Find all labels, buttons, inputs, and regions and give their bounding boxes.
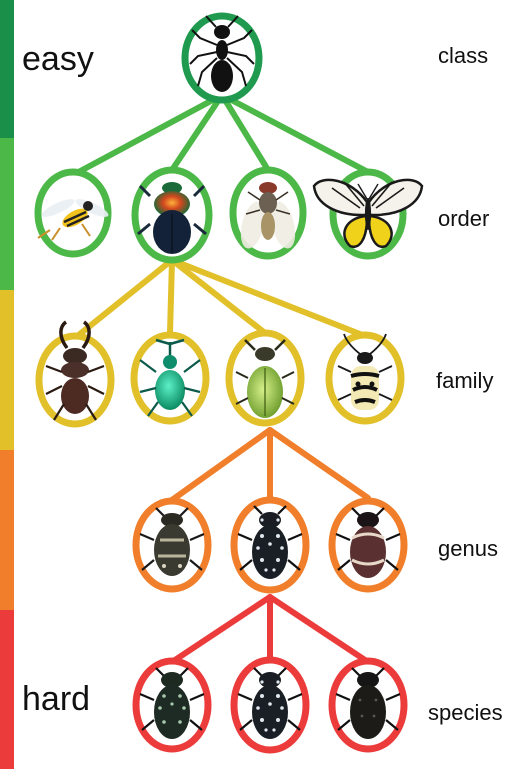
- node-dung-beetle: [131, 166, 213, 264]
- spotted-chafer-b-icon: [237, 667, 303, 739]
- connectors: [70, 92, 371, 665]
- difficulty-bar: [0, 0, 14, 769]
- difficulty-segment-genus: [0, 450, 14, 610]
- difficulty-segment-class: [0, 0, 14, 138]
- connectors-class-order: [70, 92, 371, 178]
- connectors-family-genus: [169, 427, 371, 503]
- node-spotted-chafer-b: [230, 656, 310, 754]
- node-wasp: [34, 168, 112, 258]
- node-butterfly: [312, 168, 424, 260]
- level-label-order: order: [438, 206, 490, 231]
- node-dark-chafer: [328, 657, 408, 753]
- difficulty-hard-label: hard: [22, 680, 91, 718]
- flower-chafer-icon: [139, 507, 205, 576]
- difficulty-segment-species: [0, 610, 14, 769]
- difficulty-segment-order: [0, 138, 14, 290]
- level-label-family: family: [436, 368, 494, 393]
- spotted-chafer-a-icon: [139, 667, 205, 739]
- connectors-order-family: [72, 257, 368, 341]
- node-ant: [181, 12, 263, 104]
- difficulty-easy-label: easy: [22, 40, 94, 78]
- node-flower-chafer: [132, 497, 212, 593]
- node-chafer-beetle: [225, 329, 305, 427]
- dark-chafer-icon: [335, 667, 401, 739]
- node-fly: [229, 166, 307, 260]
- node-brown-chafer: [328, 497, 408, 593]
- spotted-chafer-icon: [237, 505, 303, 579]
- level-label-genus: genus: [438, 536, 498, 561]
- difficulty-segment-family: [0, 290, 14, 450]
- level-label-class: class: [438, 43, 489, 68]
- weevil-icon: [139, 338, 201, 417]
- node-longhorn-beetle: [325, 331, 405, 425]
- node-spotted-chafer: [230, 496, 310, 594]
- level-label-species: species: [428, 700, 503, 725]
- fly-icon: [240, 182, 296, 249]
- node-stag-beetle: [35, 320, 115, 428]
- ant-icon: [189, 15, 255, 92]
- dung-beetle-icon: [137, 182, 207, 254]
- node-spotted-chafer-a: [132, 657, 212, 753]
- connectors-genus-species: [169, 594, 371, 665]
- chafer-beetle-icon: [235, 339, 295, 418]
- brown-chafer-icon: [335, 507, 401, 578]
- longhorn-beetle-icon: [337, 333, 393, 410]
- butterfly-icon: [312, 178, 424, 249]
- stag-beetle-icon: [45, 320, 105, 421]
- node-weevil: [130, 331, 210, 425]
- wasp-icon: [37, 199, 109, 241]
